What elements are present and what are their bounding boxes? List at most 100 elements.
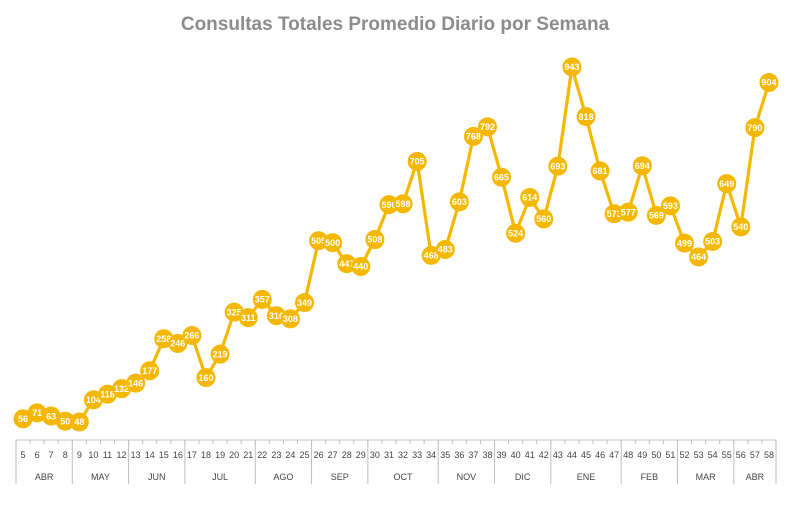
data-label: 665 xyxy=(494,172,509,182)
data-point xyxy=(534,209,554,229)
data-label: 768 xyxy=(466,132,481,142)
data-label: 499 xyxy=(677,238,692,248)
data-label: 904 xyxy=(761,78,776,88)
data-label: 790 xyxy=(747,123,762,133)
data-label: 357 xyxy=(255,295,270,305)
x-tick-label: 56 xyxy=(736,450,746,460)
month-label: DIC xyxy=(515,472,531,482)
data-point xyxy=(646,205,666,225)
x-tick-label: 50 xyxy=(651,450,661,460)
data-point xyxy=(182,326,202,346)
data-point xyxy=(618,202,638,222)
data-label: 48 xyxy=(74,417,84,427)
data-label: 146 xyxy=(128,378,143,388)
month-label: NOV xyxy=(457,472,477,482)
x-tick-label: 43 xyxy=(553,450,563,460)
data-point xyxy=(703,232,723,252)
data-label: 693 xyxy=(550,161,565,171)
x-tick-label: 41 xyxy=(525,450,535,460)
data-label: 468 xyxy=(424,251,439,261)
series-line xyxy=(22,65,771,424)
data-point xyxy=(548,156,568,176)
x-tick-label: 18 xyxy=(201,450,211,460)
x-tick-label: 15 xyxy=(159,450,169,460)
data-label: 56 xyxy=(18,414,28,424)
x-tick-label: 35 xyxy=(440,450,450,460)
x-tick-label: 57 xyxy=(750,450,760,460)
data-label: 943 xyxy=(564,62,579,72)
month-label: ABR xyxy=(746,472,765,482)
x-tick-label: 42 xyxy=(539,450,549,460)
x-tick-label: 31 xyxy=(384,450,394,460)
data-point xyxy=(393,194,413,214)
x-tick-label: 37 xyxy=(468,450,478,460)
x-tick-label: 17 xyxy=(187,450,197,460)
x-tick-label: 24 xyxy=(285,450,295,460)
data-label: 325 xyxy=(227,307,242,317)
data-point xyxy=(55,411,75,431)
month-label: MAY xyxy=(91,472,110,482)
data-point xyxy=(520,187,540,207)
data-point xyxy=(252,289,272,309)
x-tick-label: 55 xyxy=(722,450,732,460)
month-label: JUN xyxy=(148,472,166,482)
x-tick-label: 45 xyxy=(581,450,591,460)
data-label: 508 xyxy=(367,235,382,245)
x-tick-label: 44 xyxy=(567,450,577,460)
x-tick-label: 28 xyxy=(342,450,352,460)
data-point xyxy=(745,118,765,138)
data-label: 524 xyxy=(508,228,523,238)
x-tick-label: 13 xyxy=(131,450,141,460)
data-label: 569 xyxy=(649,211,664,221)
chart-title: Consultas Totales Promedio Diario por Se… xyxy=(180,14,610,35)
data-label: 818 xyxy=(578,112,593,122)
data-point xyxy=(576,107,596,127)
x-tick-label: 52 xyxy=(680,450,690,460)
data-label: 308 xyxy=(283,314,298,324)
x-tick-label: 21 xyxy=(243,450,253,460)
data-label: 577 xyxy=(621,207,636,217)
x-tick-label: 9 xyxy=(77,450,82,460)
data-label: 177 xyxy=(142,366,157,376)
data-label: 560 xyxy=(536,214,551,224)
data-point xyxy=(675,233,695,253)
x-tick-label: 51 xyxy=(665,450,675,460)
month-label: ABR xyxy=(35,472,54,482)
x-tick-label: 40 xyxy=(511,450,521,460)
data-label: 160 xyxy=(198,373,213,383)
x-tick-label: 12 xyxy=(117,450,127,460)
month-label: AGO xyxy=(273,472,293,482)
x-tick-label: 30 xyxy=(370,450,380,460)
data-point xyxy=(506,223,526,243)
data-point xyxy=(337,254,357,274)
x-tick-label: 7 xyxy=(49,450,54,460)
data-point xyxy=(280,309,300,329)
x-tick-label: 25 xyxy=(300,450,310,460)
x-tick-label: 48 xyxy=(623,450,633,460)
data-label: 258 xyxy=(156,334,171,344)
x-tick-label: 29 xyxy=(356,450,366,460)
data-point xyxy=(759,72,779,92)
x-tick-label: 6 xyxy=(35,450,40,460)
data-label: 603 xyxy=(452,197,467,207)
x-tick-label: 54 xyxy=(708,450,718,460)
data-point xyxy=(632,156,652,176)
data-point xyxy=(477,117,497,137)
data-label: 483 xyxy=(438,245,453,255)
data-point xyxy=(562,57,582,77)
data-label: 505 xyxy=(311,236,326,246)
data-label: 649 xyxy=(719,179,734,189)
data-point xyxy=(492,167,512,187)
data-label: 694 xyxy=(635,161,650,171)
month-label: SEP xyxy=(331,472,349,482)
x-tick-label: 10 xyxy=(88,450,98,460)
data-point xyxy=(295,293,315,313)
x-tick-label: 8 xyxy=(63,450,68,460)
data-label: 464 xyxy=(691,252,706,262)
x-tick-label: 20 xyxy=(229,450,239,460)
data-label: 118 xyxy=(100,389,115,399)
data-label: 440 xyxy=(353,262,368,272)
data-label: 316 xyxy=(269,311,284,321)
data-point xyxy=(69,412,89,432)
x-tick-label: 34 xyxy=(426,450,436,460)
